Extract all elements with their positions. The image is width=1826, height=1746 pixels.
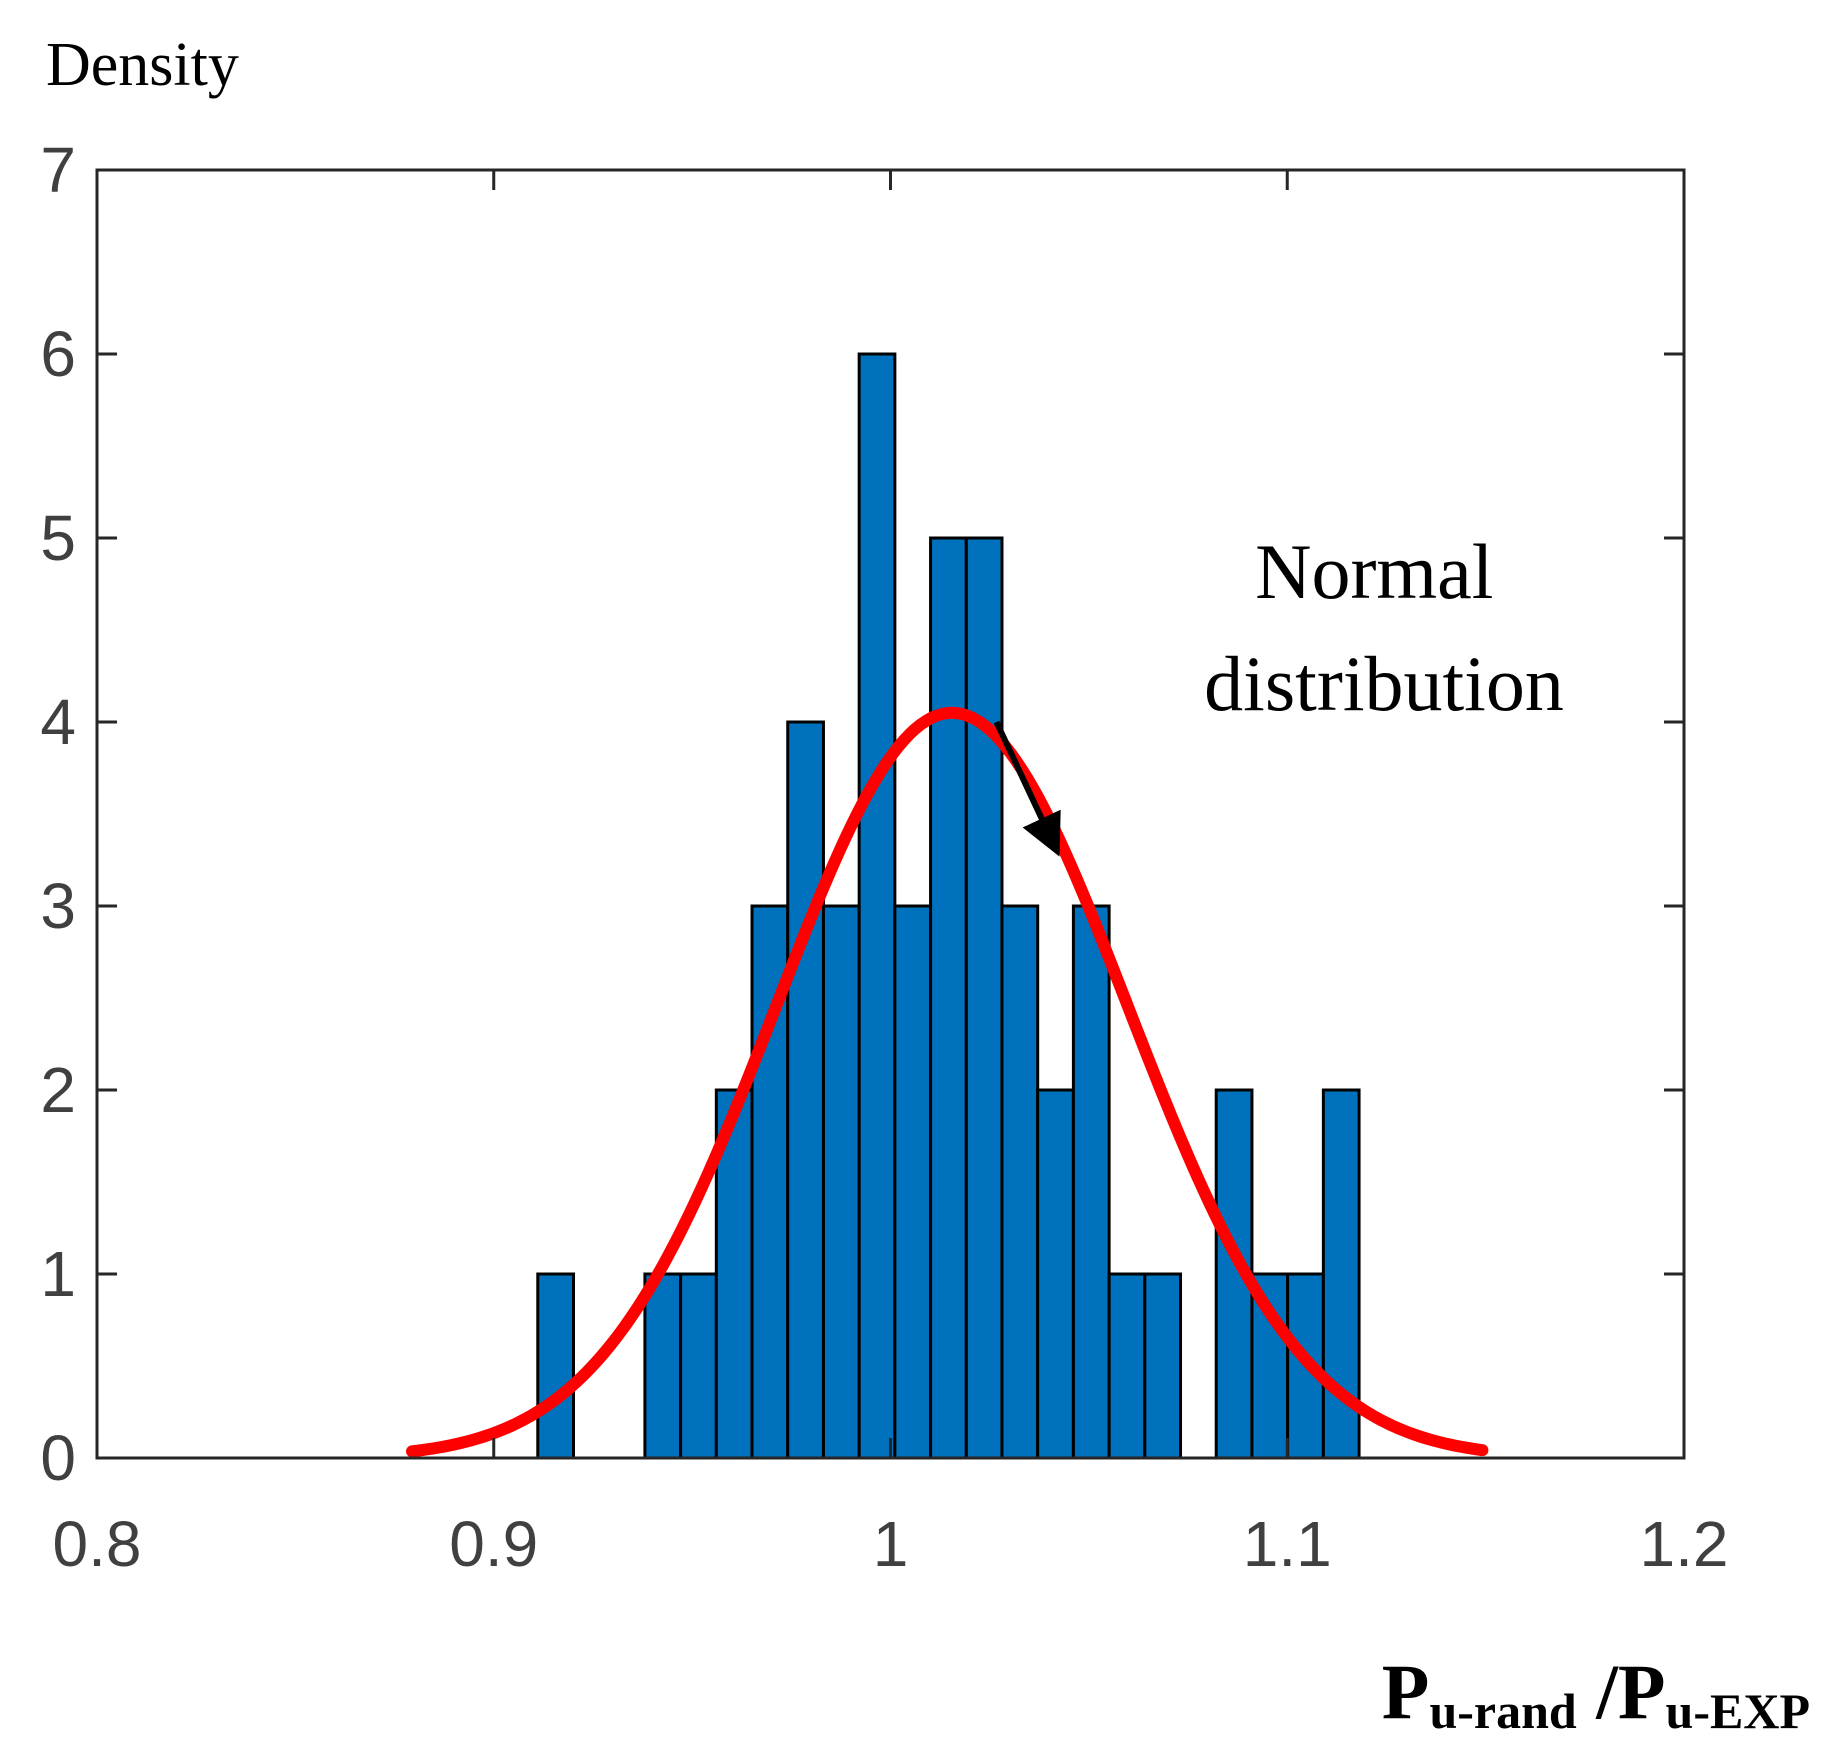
x-axis-label-part: /P (1577, 1648, 1666, 1735)
y-tick-labels: 0 1 2 3 4 5 6 7 (40, 134, 76, 1494)
y-tick-label-2: 2 (40, 1054, 76, 1126)
histogram-bar-8 (893, 904, 933, 1460)
annotation-label: Normal distribution (1204, 528, 1564, 727)
annotation-line-normal: Normal (1255, 528, 1493, 615)
histogram-bar-14 (1107, 1272, 1147, 1460)
x-axis-label-sub: u-EXP (1666, 1683, 1810, 1739)
y-tick-label-4: 4 (40, 686, 76, 758)
y-tick-label-3: 3 (40, 870, 76, 942)
histogram-bar-0 (536, 1272, 575, 1460)
histogram-bar-7 (857, 352, 897, 1460)
annotation-line-distribution: distribution (1204, 640, 1564, 727)
x-axis-label: Pu-rand /Pu-EXP (1382, 1648, 1810, 1739)
histogram-bar-13 (1071, 904, 1111, 1460)
x-tick-label-2: 1 (873, 1508, 909, 1580)
x-tick-labels: 0.8 0.9 1 1.1 1.2 (53, 1508, 1729, 1580)
histogram-bar-10 (964, 536, 1004, 1460)
y-axis-label: Density (46, 31, 239, 99)
annotation-arrow (993, 720, 1061, 857)
x-axis-label-part: P (1382, 1648, 1430, 1735)
histogram-bar-9 (929, 536, 968, 1460)
y-tick-label-6: 6 (40, 318, 76, 390)
histogram-bar-2 (679, 1272, 718, 1460)
y-tick-label-5: 5 (40, 502, 76, 574)
histogram-bar-1 (643, 1272, 683, 1460)
normal-fit-curve (406, 706, 1489, 1458)
x-tick-label-3: 1.1 (1243, 1508, 1332, 1580)
y-tick-label-1: 1 (40, 1238, 76, 1310)
y-tick-label-0: 0 (40, 1422, 76, 1494)
x-tick-label-4: 1.2 (1640, 1508, 1729, 1580)
y-tick-label-7: 7 (40, 134, 76, 206)
x-axis-label-sub: u-rand (1429, 1683, 1576, 1739)
histogram-bar-12 (1036, 1088, 1075, 1460)
x-tick-label-1: 0.9 (449, 1508, 538, 1580)
histogram-bar-11 (1000, 904, 1040, 1460)
histogram-bar-15 (1143, 1272, 1183, 1460)
histogram-bar-5 (786, 720, 825, 1460)
axis-ticks (95, 168, 1686, 1460)
histogram-bar-6 (821, 904, 861, 1460)
x-tick-label-0: 0.8 (53, 1508, 142, 1580)
